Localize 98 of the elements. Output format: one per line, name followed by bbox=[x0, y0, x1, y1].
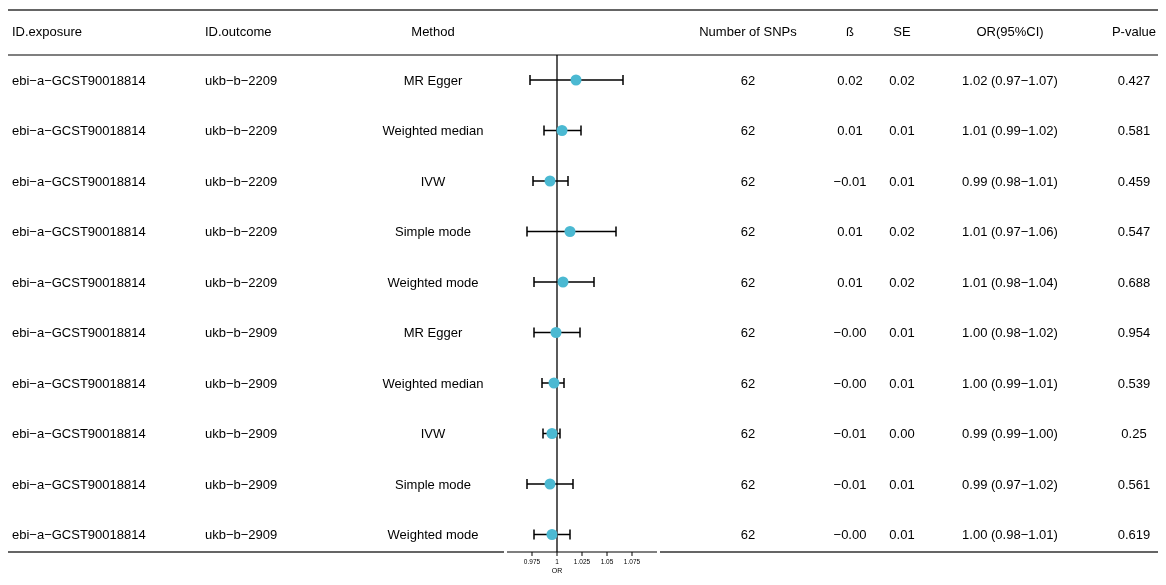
text: 0.02 bbox=[889, 274, 915, 290]
point bbox=[546, 529, 558, 540]
text: 0.954 bbox=[1117, 325, 1151, 340]
text: Method bbox=[411, 24, 455, 39]
text: ukb−b−2909 bbox=[205, 426, 278, 441]
data-label: 0.99 (0.98−1.01) bbox=[962, 173, 1058, 189]
point bbox=[570, 74, 582, 86]
text: 62 bbox=[740, 375, 756, 391]
point bbox=[557, 276, 569, 288]
text: −0.01 bbox=[833, 476, 867, 492]
text: 62 bbox=[740, 527, 756, 542]
text: 0.01 bbox=[837, 224, 863, 239]
text: 0.547 bbox=[1117, 224, 1151, 239]
text: 0.01 bbox=[889, 527, 915, 542]
y-tick-label: Simple mode bbox=[395, 476, 471, 492]
text: 0.01 bbox=[889, 123, 915, 138]
data-label: 1.01 (0.98−1.04) bbox=[962, 274, 1058, 290]
text: 0.01 bbox=[889, 325, 915, 340]
data-label: 1.00 (0.98−1.02) bbox=[962, 325, 1058, 340]
y-tick-label: Weighted mode bbox=[387, 274, 479, 290]
text: ebi−a−GCST90018814 bbox=[12, 325, 146, 340]
text: SE bbox=[893, 24, 911, 39]
data-label: 1.00 (0.99−1.01) bbox=[962, 375, 1058, 391]
text: 0.01 bbox=[889, 375, 915, 391]
text: 62 bbox=[740, 173, 756, 189]
point bbox=[556, 125, 568, 136]
text: 0.619 bbox=[1117, 527, 1151, 542]
text: ukb−b−2209 bbox=[205, 72, 278, 88]
text: 0.427 bbox=[1117, 72, 1151, 88]
point bbox=[544, 478, 556, 490]
text: ukb−b−2909 bbox=[205, 476, 278, 492]
y-tick-label: Weighted mode bbox=[387, 527, 479, 542]
text: −0.00 bbox=[833, 375, 867, 391]
text: ukb−b−2209 bbox=[205, 123, 278, 138]
text: 0.00 bbox=[889, 426, 915, 441]
point bbox=[550, 327, 562, 338]
data-label: 0.99 (0.97−1.02) bbox=[962, 476, 1058, 492]
text: 0.581 bbox=[1117, 123, 1151, 138]
text: OR(95%CI) bbox=[976, 24, 1044, 39]
text: −0.00 bbox=[833, 325, 867, 340]
y-tick-label: Simple mode bbox=[395, 224, 471, 239]
text: ukb−b−2909 bbox=[205, 527, 278, 542]
data-label: 1.01 (0.97−1.06) bbox=[962, 224, 1058, 239]
text: −0.01 bbox=[833, 426, 867, 441]
text: ebi−a−GCST90018814 bbox=[12, 476, 146, 492]
text: ID.outcome bbox=[205, 24, 272, 39]
data-label: 1.01 (0.99−1.02) bbox=[962, 123, 1058, 138]
data-label: 1.02 (0.97−1.07) bbox=[962, 72, 1058, 88]
text: ebi−a−GCST90018814 bbox=[12, 426, 146, 441]
text: ebi−a−GCST90018814 bbox=[12, 123, 146, 138]
text: ebi−a−GCST90018814 bbox=[12, 527, 146, 542]
text: −0.00 bbox=[833, 527, 867, 542]
text: 62 bbox=[740, 123, 756, 138]
y-tick-label: MR Egger bbox=[403, 72, 463, 88]
text: ebi−a−GCST90018814 bbox=[12, 173, 146, 189]
text: −0.01 bbox=[833, 173, 867, 189]
point bbox=[548, 377, 560, 389]
y-tick-label: Weighted median bbox=[382, 375, 484, 391]
text: ebi−a−GCST90018814 bbox=[12, 72, 146, 88]
text: P-value bbox=[1111, 24, 1157, 39]
text: 0.02 bbox=[889, 72, 915, 88]
point bbox=[564, 226, 576, 237]
point bbox=[544, 175, 556, 187]
text: 62 bbox=[740, 274, 756, 290]
text: ukb−b−2209 bbox=[205, 173, 278, 189]
text: ID.exposure bbox=[12, 24, 83, 39]
text: 0.01 bbox=[837, 123, 863, 138]
text: ß bbox=[846, 24, 855, 39]
text: ebi−a−GCST90018814 bbox=[12, 375, 146, 391]
text: 62 bbox=[740, 476, 756, 492]
data-label: 0.99 (0.99−1.00) bbox=[962, 426, 1058, 441]
text: 0.01 bbox=[889, 476, 915, 492]
text: Number of SNPs bbox=[699, 24, 798, 39]
y-tick-label: IVW bbox=[420, 426, 446, 441]
text: 62 bbox=[740, 224, 756, 239]
text: 62 bbox=[740, 426, 756, 441]
text: 0.01 bbox=[837, 274, 863, 290]
text: 62 bbox=[740, 72, 756, 88]
y-tick-label: MR Egger bbox=[403, 325, 463, 340]
text: 0.561 bbox=[1117, 476, 1151, 492]
text: 0.02 bbox=[889, 224, 915, 239]
text: ukb−b−2909 bbox=[205, 325, 278, 340]
text: ukb−b−2209 bbox=[205, 224, 278, 239]
text: 0.25 bbox=[1121, 426, 1147, 441]
text: 62 bbox=[740, 325, 756, 340]
text: 0.01 bbox=[889, 173, 915, 189]
data-label: 1.00 (0.98−1.01) bbox=[962, 527, 1058, 542]
y-tick-label: IVW bbox=[420, 173, 446, 189]
text: ebi−a−GCST90018814 bbox=[12, 274, 146, 290]
text: 0.02 bbox=[837, 72, 863, 88]
text: ebi−a−GCST90018814 bbox=[12, 224, 146, 239]
y-tick-label: Weighted median bbox=[382, 123, 484, 138]
text: 0.459 bbox=[1117, 173, 1151, 189]
text: 0.688 bbox=[1117, 274, 1151, 290]
text: ukb−b−2209 bbox=[205, 274, 278, 290]
text: 0.539 bbox=[1117, 375, 1151, 391]
text: ukb−b−2909 bbox=[205, 375, 278, 391]
point bbox=[546, 428, 558, 439]
